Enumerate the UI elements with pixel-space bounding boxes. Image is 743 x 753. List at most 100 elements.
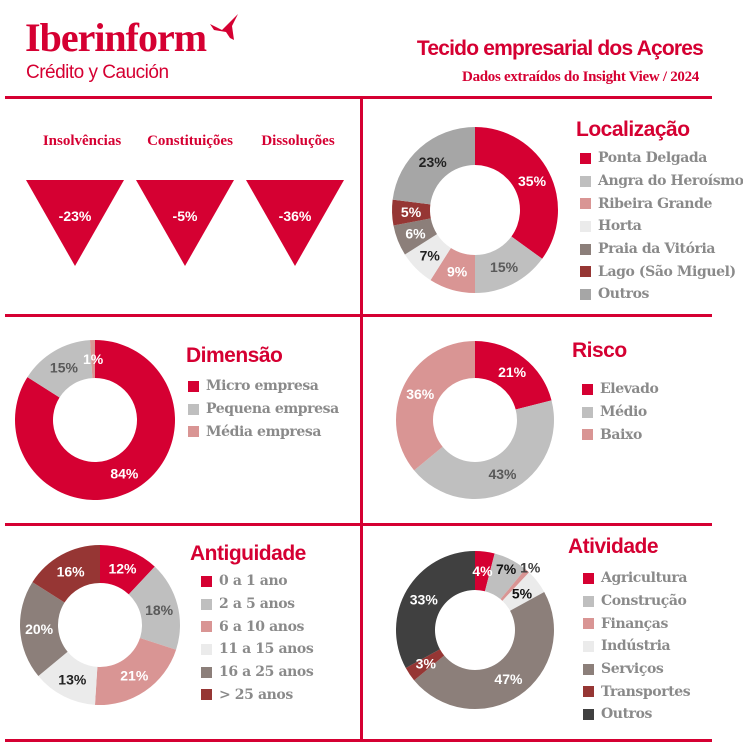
legend-item: Média empresa (188, 420, 339, 443)
donut-slice-baixo (396, 341, 475, 471)
donut-slice-m-dia-empresa (89, 340, 95, 379)
down-triangle-icon (26, 180, 124, 266)
legend-atividade: Agricultura Construção Finanças Indústria Se… (583, 567, 691, 726)
legend-antiguidade: 0 a 1 ano 2 a 5 anos 6 a 10 anos 11 a 15 an… (201, 570, 314, 706)
legend-label: 6 a 10 anos (219, 618, 304, 635)
legend-label: Transportes (601, 683, 691, 700)
plane-logo-icon (210, 14, 238, 40)
legend-label: 0 a 1 ano (219, 573, 288, 590)
legend-item: Finanças (583, 612, 690, 635)
indicator-value-constituicoes: -5% (172, 208, 198, 224)
down-triangle-icon (246, 180, 344, 266)
legend-swatch-icon (580, 220, 591, 232)
indicator-value-insolvencias: -23% (58, 208, 92, 224)
donut-slice-ponta-delgada (475, 127, 558, 259)
legend-swatch-icon (583, 640, 594, 652)
chart-title-dimensao: Dimensão (186, 344, 283, 367)
chart-title-antiguidade: Antiguidade (190, 542, 306, 565)
legend-swatch-icon (188, 403, 199, 415)
legend-swatch-icon (201, 643, 212, 655)
page-subtitle: Dados extraídos do Insight View / 2024 (462, 69, 699, 85)
legend-item: > 25 anos (201, 683, 313, 706)
data-label: 84% (110, 465, 139, 481)
divider (5, 314, 712, 317)
donut-slice-6-a-10-anos (94, 637, 177, 705)
donut-slice-outros (392, 127, 475, 205)
donut-slice-ribeira-grande (430, 247, 475, 293)
legend-swatch-icon (580, 266, 591, 278)
indicator-value-dissolucoes: -36% (278, 208, 312, 224)
donut-slice--25-anos (32, 545, 100, 603)
down-triangle-icon (136, 180, 234, 266)
indicator-label-dissolucoes: Dissoluções (261, 133, 335, 149)
legend-label: Baixo (600, 426, 642, 443)
donut-slice-11-a-15-anos (38, 651, 98, 705)
legend-label: Elevado (600, 381, 659, 398)
legend-label: Angra do Heroísmo (598, 173, 743, 190)
data-label: 21% (498, 364, 527, 380)
legend-item: Baixo (582, 423, 658, 446)
data-label: 16% (57, 564, 86, 580)
logo: Iberinform (25, 15, 207, 60)
legend-label: 16 a 25 anos (219, 664, 314, 681)
donut-slice-agricultura (475, 551, 495, 592)
legend-swatch-icon (188, 380, 199, 392)
legend-label: Agricultura (601, 570, 688, 587)
legend-label: Lago (São Miguel) (598, 263, 736, 280)
legend-label: 2 a 5 anos (219, 596, 295, 613)
legend-item: 16 a 25 anos (201, 661, 314, 684)
donut-slice-micro-empresa (15, 340, 175, 500)
legend-item: Ribeira Grande (580, 192, 743, 215)
legend-item: Pequena empresa (188, 398, 339, 421)
legend-item: Agricultura (583, 567, 690, 590)
legend-swatch-icon (583, 708, 594, 720)
legend-item: Micro empresa (188, 375, 339, 398)
data-label: 18% (145, 602, 174, 618)
legend-item: 11 a 15 anos (201, 638, 314, 661)
legend-label: Construção (601, 593, 687, 610)
data-label: 9% (447, 263, 468, 279)
data-label: 15% (490, 259, 519, 275)
legend-swatch-icon (583, 618, 594, 630)
data-label: 3% (416, 655, 437, 671)
donut-antiguidade: 12% 18% 21% 13% 20% 16% (19, 545, 180, 705)
divider (5, 739, 712, 742)
data-label: 6% (405, 226, 426, 242)
legend-swatch-icon (188, 426, 199, 438)
donut-slice-finan-as (500, 569, 530, 601)
donut-slice-lago-s-o-miguel- (392, 199, 431, 226)
donut-slice-outros (396, 551, 475, 669)
legend-item: 2 a 5 anos (201, 593, 313, 616)
legend-label: 11 a 15 anos (219, 641, 314, 658)
legend-swatch-icon (201, 575, 212, 587)
legend-label: Médio (600, 404, 647, 421)
donut-slice-pequena-empresa (27, 340, 93, 398)
legend-item: Horta (580, 215, 743, 238)
legend-item: 6 a 10 anos (201, 615, 313, 638)
donut-slice-constru-o (484, 553, 526, 600)
data-label: 47% (494, 671, 523, 687)
legend-label: Praia da Vitória (598, 241, 716, 258)
page-title: Tecido empresarial dos Açores (416, 37, 704, 60)
divider (5, 96, 712, 99)
donut-slice-angra-do-hero-smo (475, 236, 543, 293)
chart-title-risco: Risco (572, 339, 627, 362)
legend-item: Angra do Heroísmo (580, 170, 743, 193)
indicator-label-insolvencias: Insolvências (42, 133, 122, 149)
logo-subtitle: Crédito y Caución (26, 62, 169, 83)
donut-slice-transportes (405, 649, 445, 681)
legend-label: Ribeira Grande (598, 195, 712, 212)
divider-vertical (360, 97, 363, 742)
legend-swatch-icon (583, 686, 594, 698)
legend-risco: Elevado Médio Baixo (582, 378, 659, 446)
legend-item: Indústria (583, 635, 690, 658)
legend-item: Outros (583, 703, 690, 726)
legend-item: Ponta Delgada (580, 147, 743, 170)
chart-title-localizacao: Localização (576, 118, 690, 141)
legend-item: Praia da Vitória (580, 238, 743, 261)
legend-dimensao: Micro empresa Pequena empresa Média empres… (188, 375, 339, 443)
donut-slice-m-dio (414, 400, 554, 499)
data-label: 7% (420, 247, 441, 263)
donut-risco: 21% 43% 36% (396, 341, 554, 499)
donut-slice-0-a-1-ano (100, 545, 155, 595)
